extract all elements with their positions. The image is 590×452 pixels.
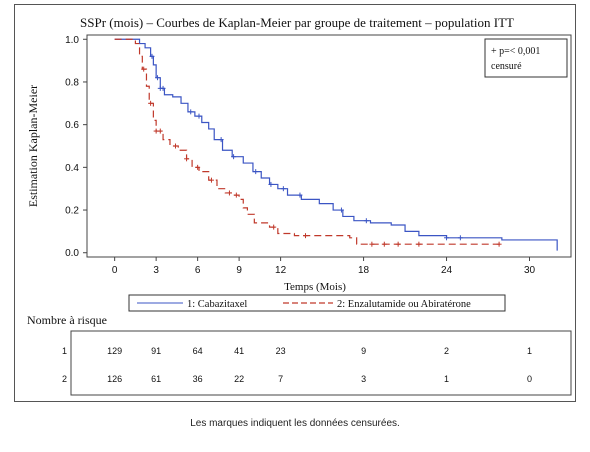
risk-cell: 2 (444, 346, 449, 356)
risk-cell: 0 (527, 374, 532, 384)
series-layer (114, 38, 558, 251)
censor-mark-series-1 (457, 235, 463, 241)
plot-area-border (86, 34, 572, 258)
y-tick-label: 1.0 (65, 35, 79, 46)
figure-frame: SSPr (mois) – Courbes de Kaplan-Meier pa… (14, 4, 576, 402)
annotation-line-1: + p=< 0,001 (491, 46, 540, 57)
censor-mark-series-2 (395, 241, 401, 247)
risk-row-label: 2 (62, 374, 67, 384)
x-tick-label: 30 (524, 265, 536, 276)
censor-mark-series-2 (496, 241, 502, 247)
footnote: Les marques indiquent les données censur… (190, 418, 400, 429)
censor-mark-series-1 (188, 109, 194, 115)
censor-mark-series-2 (369, 241, 375, 247)
risk-cell: 23 (276, 346, 286, 356)
censor-mark-series-2 (148, 100, 154, 106)
censor-mark-series-2 (184, 156, 190, 162)
censor-mark-series-1 (160, 85, 166, 91)
km-curve-series-2 (114, 38, 502, 245)
censor-mark-series-2 (233, 192, 239, 198)
risk-cell: 3 (361, 374, 366, 384)
chart-title: SSPr (mois) – Courbes de Kaplan-Meier pa… (80, 15, 514, 30)
censor-mark-series-1 (149, 53, 155, 59)
censor-mark-series-1 (253, 169, 259, 175)
censor-mark-series-1 (231, 154, 237, 160)
risk-table-title: Nombre à risque (27, 313, 107, 327)
y-tick-label: 0.2 (65, 206, 79, 217)
censor-mark-series-2 (271, 224, 277, 230)
censor-mark-series-2 (226, 190, 232, 196)
censor-mark-series-2 (157, 128, 163, 134)
censor-mark-series-2 (381, 241, 387, 247)
censor-mark-series-1 (155, 75, 161, 81)
censor-mark-series-1 (444, 235, 450, 241)
x-tick-label: 0 (112, 265, 118, 276)
risk-cell: 1 (527, 346, 532, 356)
censor-mark-series-2 (302, 233, 308, 239)
risk-cell: 126 (107, 374, 122, 384)
x-tick-label: 6 (195, 265, 201, 276)
legend-label-2: 2: Enzalutamide ou Abiratérone (337, 299, 471, 310)
y-axis-label: Estimation Kaplan-Meier (26, 85, 40, 207)
x-tick-label: 18 (358, 265, 370, 276)
risk-cell: 91 (151, 346, 161, 356)
censor-mark-series-2 (195, 164, 201, 170)
x-tick-label: 3 (153, 265, 159, 276)
censor-mark-series-2 (208, 177, 214, 183)
censor-mark-series-1 (196, 113, 202, 119)
risk-cell: 1 (444, 374, 449, 384)
risk-cell: 36 (193, 374, 203, 384)
axes: 0.0 0.2 0.4 0.6 0.8 1.0 0 3 6 9 12 18 24 30 (65, 35, 535, 276)
risk-cell: 41 (234, 346, 244, 356)
censor-mark-series-1 (297, 192, 303, 198)
y-tick-label: 0.6 (65, 120, 79, 131)
annotation-line-2: censuré (491, 61, 522, 72)
risk-table: 1 129 91 64 41 23 9 2 1 2 126 61 36 22 7 3 1 0 (62, 346, 532, 384)
censor-mark-series-1 (280, 186, 286, 192)
y-tick-label: 0.4 (65, 163, 79, 174)
risk-cell: 61 (151, 374, 161, 384)
x-tick-label: 24 (441, 265, 453, 276)
censor-mark-series-1 (268, 181, 274, 187)
censor-mark-series-1 (363, 218, 369, 224)
censor-mark-series-2 (141, 66, 147, 72)
x-tick-label: 12 (275, 265, 287, 276)
km-chart: SSPr (mois) – Courbes de Kaplan-Meier pa… (26, 15, 572, 396)
risk-cell: 22 (234, 374, 244, 384)
legend: 1: Cabazitaxel 2: Enzalutamide ou Abirat… (128, 294, 506, 312)
censor-mark-series-2 (416, 241, 422, 247)
risk-cell: 7 (278, 374, 283, 384)
risk-row-label: 1 (62, 346, 67, 356)
y-tick-label: 0.8 (65, 77, 79, 88)
risk-cell: 64 (193, 346, 203, 356)
risk-cell: 129 (107, 346, 122, 356)
risk-cell: 9 (361, 346, 366, 356)
censor-mark-series-1 (338, 207, 344, 213)
legend-label-1: 1: Cabazitaxel (187, 299, 247, 310)
x-tick-label: 9 (236, 265, 242, 276)
x-axis-label: Temps (Mois) (284, 281, 346, 293)
censor-mark-series-1 (218, 137, 224, 143)
y-tick-label: 0.0 (65, 248, 79, 259)
censor-mark-series-2 (173, 143, 179, 149)
annotation-box: + p=< 0,001 censuré (484, 38, 568, 78)
risk-table-box (70, 330, 572, 396)
